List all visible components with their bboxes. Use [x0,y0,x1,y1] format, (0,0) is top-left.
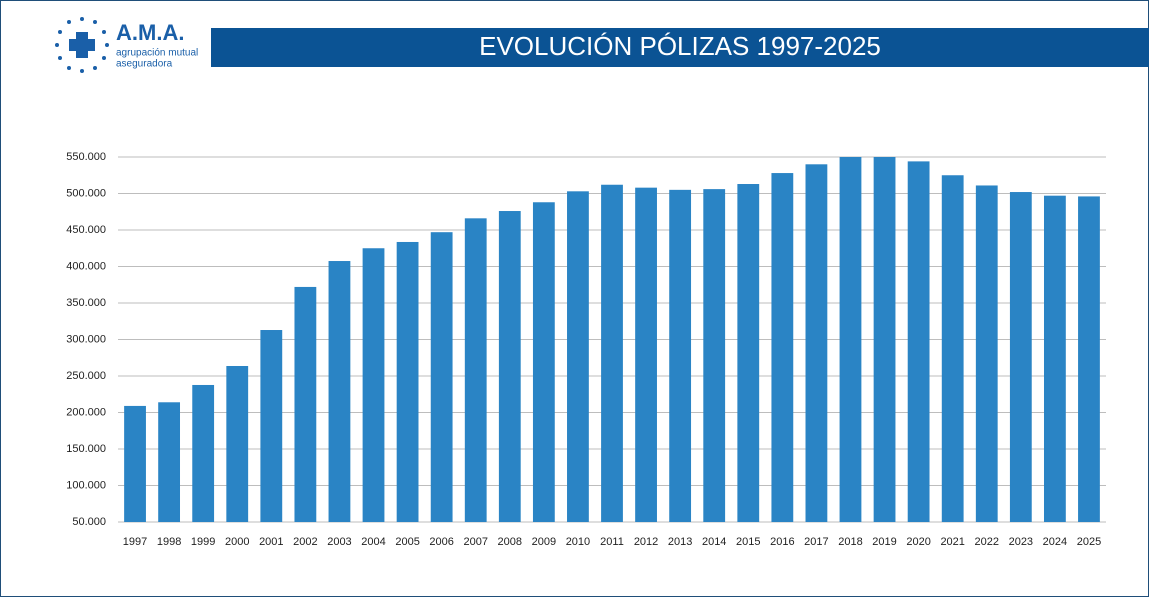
x-tick-label: 1999 [191,536,215,548]
x-tick-label: 2025 [1077,536,1101,548]
bar [1078,196,1100,523]
x-tick-label: 2017 [804,536,828,548]
bar [1043,195,1066,522]
y-tick-label: 250.000 [66,370,106,382]
y-tick-label: 100.000 [66,479,106,491]
bar [464,218,487,522]
y-tick-label: 200.000 [66,406,106,418]
bar [328,261,351,522]
x-tick-label: 2006 [429,536,453,548]
x-tick-label: 2004 [361,536,385,548]
bar [396,241,419,523]
y-tick-label: 550.000 [66,151,106,163]
x-tick-label: 2008 [498,536,522,548]
bar [260,330,283,522]
bar [601,184,623,523]
x-tick-label: 2005 [395,536,419,548]
bar [192,384,215,522]
x-tick-label: 2015 [736,536,760,548]
x-tick-label: 2002 [293,536,317,548]
bar [873,157,896,522]
bar [703,189,726,522]
x-tick-label: 2020 [906,536,930,548]
logo-tagline: agrupación mutual [116,48,198,59]
x-tick-label: 2009 [532,536,556,548]
y-tick-label: 350.000 [66,297,106,309]
bar [1009,192,1032,523]
x-tick-label: 2024 [1043,536,1067,548]
y-tick-label: 300.000 [66,333,106,345]
bar [124,405,146,522]
x-tick-label: 2022 [975,536,999,548]
bar [907,161,930,522]
bar [498,211,521,522]
y-tick-label: 400.000 [66,260,106,272]
x-tick-label: 2021 [940,536,964,548]
logo-name: A.M.A. [116,20,184,45]
bar [362,248,385,522]
bar [941,175,964,522]
chart-title: EVOLUCIÓN PÓLIZAS 1997-2025 [479,31,881,61]
x-tick-label: 2013 [668,536,692,548]
x-tick-label: 2019 [872,536,896,548]
y-tick-label: 500.000 [66,187,106,199]
bar [771,173,794,522]
x-tick-label: 2007 [463,536,487,548]
bar [430,232,453,522]
x-tick-label: 2012 [634,536,658,548]
title-banner [211,28,1149,67]
bar [567,191,589,522]
bar [805,164,828,523]
logo-tagline: aseguradora [116,59,173,70]
x-tick-label: 2000 [225,536,249,548]
bar [669,189,692,522]
bar [158,402,181,522]
y-tick-label: 450.000 [66,224,106,236]
x-tick-label: 2014 [702,536,726,548]
x-tick-label: 2016 [770,536,794,548]
bar [226,365,249,522]
bar [839,157,862,522]
bar [737,184,760,522]
x-tick-label: 2010 [566,536,590,548]
x-tick-label: 1997 [123,536,147,548]
x-tick-label: 2003 [327,536,351,548]
x-tick-label: 2001 [259,536,283,548]
x-tick-label: 2023 [1009,536,1033,548]
x-tick-label: 2018 [838,536,862,548]
y-tick-label: 50.000 [72,516,106,528]
x-tick-label: 1998 [157,536,181,548]
bar [532,202,555,522]
x-tick-label: 2011 [600,536,624,548]
y-tick-label: 150.000 [66,443,106,455]
bar [975,185,998,522]
bar [294,286,317,522]
logo-mark [55,17,109,73]
bar [635,187,657,522]
